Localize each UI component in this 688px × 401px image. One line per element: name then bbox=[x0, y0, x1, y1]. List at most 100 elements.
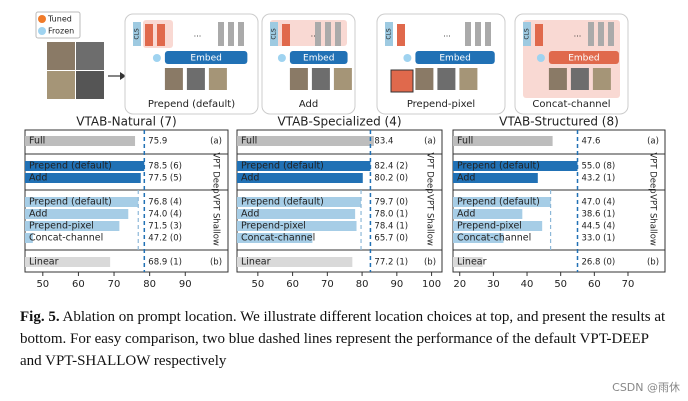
category-label: Prepend-pixel bbox=[29, 221, 94, 232]
value-label: 83.4 bbox=[374, 137, 393, 147]
group-label: VPT Shallow bbox=[211, 194, 221, 246]
frozen-icon bbox=[38, 27, 46, 35]
image-patch bbox=[47, 71, 75, 99]
image-patch bbox=[437, 68, 456, 90]
bar bbox=[453, 136, 553, 146]
category-label: Prepend (default) bbox=[29, 197, 112, 208]
prompt-token bbox=[145, 24, 153, 46]
image-patch bbox=[208, 68, 227, 90]
category-label: Prepend (default) bbox=[457, 197, 540, 208]
frozen-icon bbox=[403, 54, 412, 62]
category-label: Prepend-pixel bbox=[457, 221, 522, 232]
bar bbox=[25, 257, 111, 267]
value-label: 82.4 (2) bbox=[374, 162, 408, 172]
value-label: 74.0 (4) bbox=[148, 210, 182, 220]
group-label: VPT Shallow bbox=[648, 194, 658, 246]
x-tick-label: 50 bbox=[554, 279, 567, 290]
x-tick-label: 70 bbox=[108, 279, 121, 290]
value-label: 76.8 (4) bbox=[148, 198, 182, 208]
embed-block bbox=[415, 51, 495, 64]
frozen-icon bbox=[536, 54, 545, 62]
image-patch bbox=[289, 68, 308, 90]
image-patch bbox=[47, 42, 75, 70]
value-label: 75.9 bbox=[148, 137, 167, 147]
embed-label: Embed bbox=[190, 54, 221, 64]
prompt-pixel bbox=[390, 69, 414, 93]
value-label: 33.0 (1) bbox=[582, 234, 616, 244]
category-label: Prepend (default) bbox=[29, 161, 112, 172]
bar bbox=[237, 209, 356, 219]
token bbox=[465, 22, 471, 46]
ellipsis: ... bbox=[443, 30, 451, 39]
category-label: Full bbox=[457, 136, 473, 147]
image-patch bbox=[164, 68, 183, 90]
bar bbox=[237, 257, 353, 267]
bar bbox=[25, 197, 139, 207]
caption: Fig. 5. Ablation on prompt location. We … bbox=[20, 306, 670, 372]
category-label: Add bbox=[241, 173, 259, 184]
bar bbox=[237, 221, 357, 231]
x-tick-label: 20 bbox=[453, 279, 466, 290]
embed-label: Embed bbox=[568, 54, 599, 64]
value-label: 71.5 (3) bbox=[148, 222, 182, 232]
value-label: 38.6 (1) bbox=[582, 210, 616, 220]
cls-token bbox=[385, 22, 393, 46]
bar bbox=[453, 233, 504, 243]
value-label: 78.5 (6) bbox=[148, 162, 182, 172]
token bbox=[608, 22, 614, 46]
x-tick-label: 50 bbox=[36, 279, 49, 290]
category-label: Add bbox=[241, 209, 259, 220]
category-label: Prepend (default) bbox=[457, 161, 540, 172]
group-label: (a) bbox=[210, 137, 222, 147]
x-tick-label: 70 bbox=[622, 279, 635, 290]
value-label: 68.9 (1) bbox=[148, 258, 182, 268]
value-label: 47.6 bbox=[582, 137, 601, 147]
category-label: Add bbox=[29, 173, 47, 184]
cls-label: CLS bbox=[134, 28, 141, 40]
arrow-head bbox=[120, 72, 126, 80]
variant-label: Prepend-pixel bbox=[407, 99, 475, 110]
prompt-token bbox=[535, 24, 543, 46]
token bbox=[238, 22, 244, 46]
bar bbox=[25, 221, 120, 231]
x-tick-label: 90 bbox=[179, 279, 192, 290]
group-label: VPT Deep bbox=[211, 152, 221, 193]
category-label: Prepend (default) bbox=[241, 197, 324, 208]
category-label: Concat-channel bbox=[29, 233, 103, 244]
value-label: 78.4 (1) bbox=[374, 222, 408, 232]
category-label: Linear bbox=[457, 257, 487, 268]
image-patch bbox=[570, 68, 589, 90]
cls-token bbox=[523, 22, 531, 46]
x-tick-label: 90 bbox=[390, 279, 403, 290]
category-label: Linear bbox=[241, 257, 271, 268]
prompt-token bbox=[282, 24, 290, 46]
x-tick-label: 80 bbox=[143, 279, 156, 290]
image-patch bbox=[548, 68, 567, 90]
bar bbox=[237, 161, 371, 171]
bar bbox=[237, 233, 313, 243]
image-patch bbox=[76, 42, 104, 70]
value-label: 47.0 (4) bbox=[582, 198, 616, 208]
value-label: 65.7 (0) bbox=[374, 234, 408, 244]
embed-label: Embed bbox=[303, 54, 334, 64]
bar bbox=[453, 257, 483, 267]
bar bbox=[237, 197, 362, 207]
variant-label: Prepend (default) bbox=[148, 99, 235, 110]
figure: Tuned Frozen CLS ... Embed Prepend (default) C… bbox=[24, 11, 666, 290]
group-label: VPT Deep bbox=[648, 152, 658, 193]
category-label: Full bbox=[241, 136, 257, 147]
embed-block bbox=[548, 51, 619, 64]
bar bbox=[237, 173, 363, 183]
value-label: 44.5 (4) bbox=[582, 222, 616, 232]
cls-token bbox=[270, 22, 278, 46]
token bbox=[218, 22, 224, 46]
category-label: Concat-channel bbox=[457, 233, 531, 244]
group-label: (b) bbox=[647, 258, 659, 268]
group-label: (a) bbox=[424, 137, 436, 147]
token bbox=[315, 22, 321, 46]
embed-label: Embed bbox=[439, 54, 470, 64]
x-tick-label: 80 bbox=[356, 279, 369, 290]
image-patch bbox=[415, 68, 434, 90]
token bbox=[588, 22, 594, 46]
caption-text: Ablation on prompt location. We illustra… bbox=[20, 309, 666, 369]
